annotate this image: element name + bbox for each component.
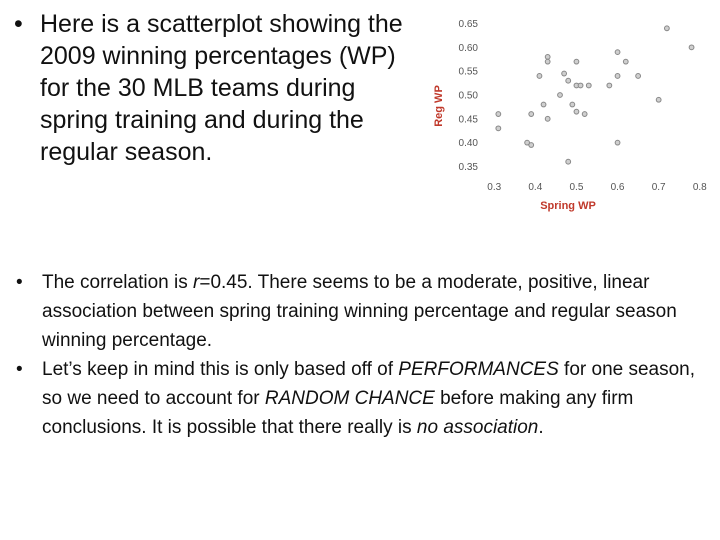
bullet-random-chance-text: Let’s keep in mind this is only based of… xyxy=(42,359,695,438)
y-tick-label: 0.55 xyxy=(459,67,479,78)
text-run: The correlation is xyxy=(42,272,194,293)
data-point xyxy=(688,44,695,51)
y-tick-labels: 0.35 0.40 0.45 0.50 0.55 0.60 0.65 xyxy=(459,19,479,173)
scatterplot-svg: 0.350.400.450.500.550.600.65 0.3 0.4 0.5 0.… xyxy=(433,19,707,212)
text-run-italic: RANDOM CHANCE xyxy=(264,388,435,409)
y-tick-label: 0.50 xyxy=(459,91,479,102)
bullet-marker: • xyxy=(16,272,23,293)
data-point xyxy=(557,92,563,98)
text-run: for one season, so we need to account fo… xyxy=(42,359,696,409)
x-tick-label: 0.8 xyxy=(693,182,707,193)
data-point xyxy=(577,82,584,89)
y-tick-label: 0.40 xyxy=(459,138,479,149)
x-tick-label: 0.6 xyxy=(611,182,625,193)
bullet-correlation: • The correlation is r=0.45. There seems… xyxy=(16,268,706,355)
y-tick-label: 0.45 xyxy=(459,114,479,125)
data-point xyxy=(614,49,621,56)
y-tick-label: 0.65 xyxy=(459,19,479,30)
bullet-correlation-text: The correlation is r=0.45. There seems t… xyxy=(42,272,677,351)
data-points xyxy=(495,25,695,165)
data-point xyxy=(614,73,621,79)
x-tick-label: 0.4 xyxy=(528,182,542,193)
data-point xyxy=(573,108,580,115)
bottom-bullets: • The correlation is r=0.45. There seems… xyxy=(16,268,706,442)
data-point xyxy=(655,96,662,103)
text-run: Let’s keep in mind this is only based of… xyxy=(42,359,399,380)
data-point xyxy=(544,53,551,60)
data-point xyxy=(540,101,547,108)
bullet-marker: • xyxy=(16,359,23,380)
data-point xyxy=(573,58,580,65)
data-point xyxy=(536,73,543,79)
data-point xyxy=(569,101,576,108)
data-point xyxy=(495,125,502,132)
y-axis-label: Reg WP xyxy=(433,85,445,127)
x-tick-label: 0.3 xyxy=(487,182,501,193)
data-point xyxy=(585,82,592,89)
data-point xyxy=(528,111,535,117)
bullet-marker: • xyxy=(14,10,23,38)
y-tick-label: 0.35 xyxy=(459,162,479,173)
data-point xyxy=(622,58,629,65)
data-point xyxy=(635,73,642,79)
data-point xyxy=(614,139,621,146)
data-point xyxy=(528,142,535,148)
scatterplot: 0.35 0.40 0.45 0.50 0.55 0.60 0.65 0.3 0.4 0.5 0.… xyxy=(428,6,720,216)
data-point xyxy=(544,58,551,65)
x-tick-label: 0.7 xyxy=(652,182,666,193)
data-point xyxy=(663,25,670,32)
x-axis-label: Spring WP xyxy=(540,200,596,212)
data-point xyxy=(524,139,531,146)
text-run-italic: no association xyxy=(416,417,539,438)
text-run-italic: r xyxy=(193,272,200,293)
x-tick-labels: 0.3 0.4 0.5 0.6 0.7 0.8 xyxy=(487,182,707,193)
data-point xyxy=(581,111,588,117)
text-run-italic: PERFORMANCES xyxy=(398,359,559,380)
text-run: =0.45. There seems to be a moderate, pos… xyxy=(42,272,677,351)
data-point xyxy=(544,115,551,122)
y-tick-label: 0.60 xyxy=(459,43,479,54)
data-point xyxy=(561,70,568,77)
data-point xyxy=(606,82,613,89)
data-point xyxy=(495,111,502,117)
top-bullet-text: Here is a scatterplot showing the 2009 w… xyxy=(40,10,403,166)
data-point xyxy=(565,158,572,165)
text-run: before making any firm conclusions. It i… xyxy=(42,388,634,438)
data-point xyxy=(565,77,572,84)
text-run: . xyxy=(538,417,544,438)
bullet-random-chance: • Let’s keep in mind this is only based … xyxy=(16,355,706,442)
x-tick-label: 0.5 xyxy=(569,182,583,193)
